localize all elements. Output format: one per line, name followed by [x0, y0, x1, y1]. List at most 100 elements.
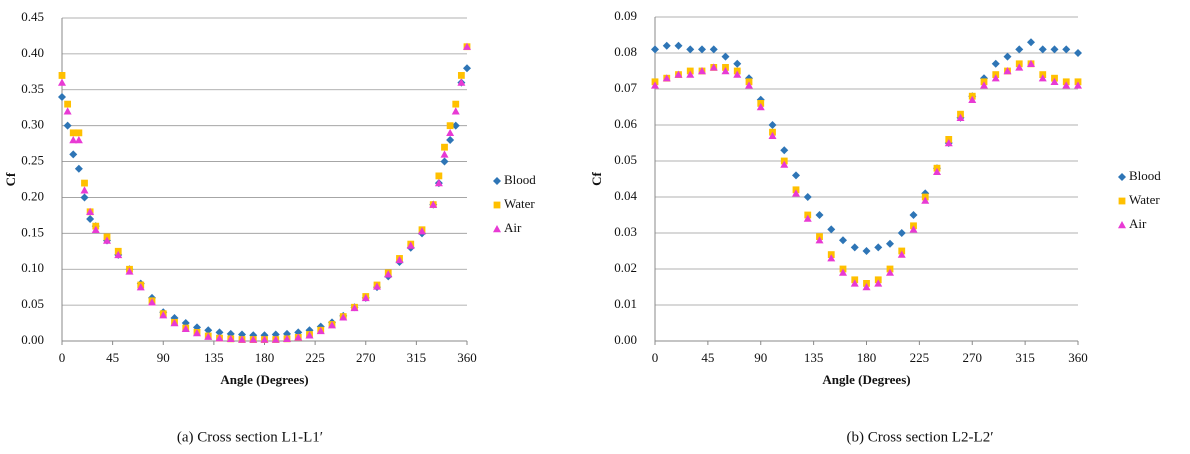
marker — [850, 243, 859, 252]
marker — [733, 59, 742, 68]
marker — [69, 129, 77, 137]
marker — [991, 59, 1000, 68]
marker — [215, 334, 224, 342]
x-tick-label: 225 — [305, 350, 325, 365]
x-axis-title: Angle (Degrees) — [822, 372, 910, 387]
marker — [283, 334, 291, 343]
marker — [81, 179, 88, 187]
marker — [434, 179, 443, 187]
y-tick-label: 0.00 — [614, 332, 637, 347]
marker — [451, 121, 460, 130]
marker — [921, 196, 930, 204]
marker — [452, 100, 460, 108]
marker — [1027, 38, 1035, 47]
marker — [446, 122, 454, 130]
marker — [1050, 77, 1059, 85]
x-tick-label: 0 — [59, 350, 66, 365]
marker — [1038, 74, 1047, 82]
marker — [136, 283, 145, 291]
marker — [440, 157, 449, 166]
marker — [1003, 67, 1012, 75]
marker — [1062, 81, 1071, 89]
marker — [125, 267, 134, 275]
marker — [249, 335, 258, 343]
y-tick-label: 0.08 — [614, 44, 637, 59]
y-axis-title: Cf — [3, 172, 18, 186]
y-tick-label: 0.04 — [614, 188, 637, 203]
marker — [1118, 197, 1126, 205]
marker — [86, 207, 95, 215]
marker — [780, 160, 789, 168]
legend-label: Blood — [504, 172, 536, 187]
y-tick-label: 0.00 — [21, 332, 44, 347]
marker — [1074, 49, 1082, 57]
marker — [463, 64, 471, 73]
marker — [709, 63, 718, 71]
x-tick-label: 360 — [457, 350, 477, 365]
marker — [395, 255, 404, 264]
marker — [69, 150, 78, 159]
marker — [792, 171, 800, 180]
marker — [815, 211, 824, 219]
marker — [80, 193, 89, 202]
marker — [980, 81, 988, 89]
y-tick-label: 0.06 — [614, 116, 637, 131]
y-tick-label: 0.02 — [614, 260, 637, 275]
marker — [457, 72, 465, 79]
x-tick-label: 270 — [356, 350, 376, 365]
marker — [451, 107, 460, 115]
marker — [373, 282, 381, 290]
marker — [159, 311, 168, 319]
marker — [909, 225, 918, 233]
x-tick-label: 90 — [754, 350, 767, 365]
marker — [839, 236, 847, 245]
marker — [193, 329, 201, 337]
marker — [780, 146, 789, 155]
marker — [80, 186, 89, 194]
marker — [384, 270, 393, 278]
marker — [74, 136, 83, 144]
marker — [103, 236, 111, 244]
marker — [260, 335, 269, 343]
marker — [493, 201, 501, 209]
x-tick-label: 45 — [106, 350, 119, 365]
legend-label: Air — [1129, 216, 1147, 231]
y-tick-label: 0.15 — [21, 224, 44, 239]
y-tick-label: 0.35 — [21, 81, 44, 96]
marker — [850, 279, 859, 287]
marker — [909, 211, 918, 219]
marker — [58, 92, 66, 101]
marker — [991, 74, 1000, 82]
marker — [63, 121, 72, 130]
marker — [1027, 59, 1035, 67]
marker — [1015, 45, 1024, 54]
marker — [316, 326, 325, 335]
marker — [91, 225, 100, 233]
marker — [361, 293, 370, 302]
y-axis-title: Cf — [589, 171, 604, 185]
y-tick-label: 0.25 — [21, 153, 44, 168]
marker — [827, 254, 836, 262]
x-tick-label: 180 — [255, 350, 275, 365]
y-tick-label: 0.10 — [21, 260, 44, 275]
marker — [418, 227, 426, 235]
y-tick-label: 0.01 — [614, 296, 637, 311]
marker — [944, 139, 953, 147]
x-tick-label: 45 — [701, 350, 714, 365]
marker — [792, 189, 800, 197]
marker — [1038, 45, 1047, 54]
x-tick-label: 135 — [804, 350, 824, 365]
marker — [238, 335, 246, 343]
x-tick-label: 315 — [407, 350, 427, 365]
marker — [886, 239, 894, 248]
marker — [768, 131, 777, 139]
marker — [215, 328, 224, 337]
marker — [862, 283, 871, 291]
legend-label: Blood — [1129, 168, 1161, 183]
caption: (b) Cross section L2-L2′ — [846, 429, 993, 445]
marker — [58, 72, 66, 79]
marker — [406, 241, 415, 249]
marker — [271, 335, 280, 343]
legend-label: Water — [504, 196, 535, 211]
marker — [305, 331, 314, 339]
